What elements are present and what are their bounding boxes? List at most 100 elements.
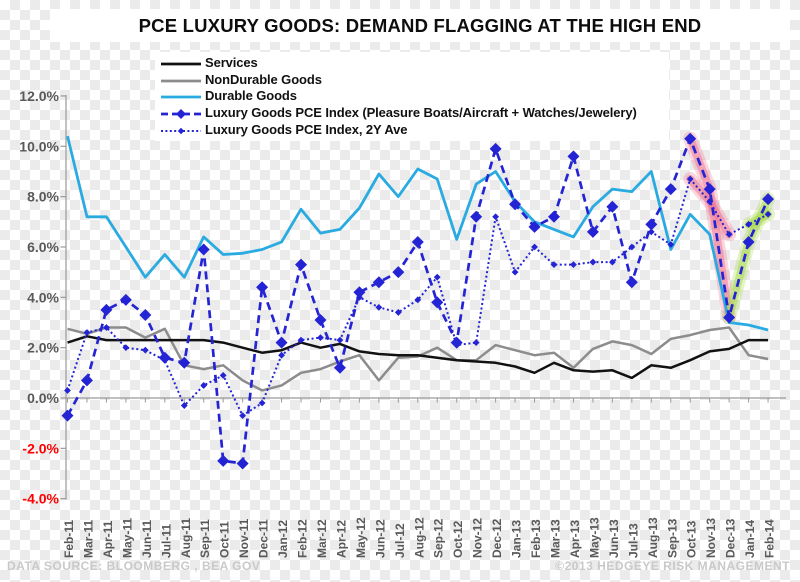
- data-point-diamond: [628, 243, 636, 251]
- x-axis-tick-label: Jun-11: [140, 520, 154, 558]
- data-point-diamond: [61, 409, 74, 422]
- chart-title: PCE LUXURY GOODS: DEMAND FLAGGING AT THE…: [138, 14, 702, 36]
- data-point-diamond: [217, 454, 230, 467]
- data-point-diamond: [586, 225, 599, 238]
- data-point-diamond: [333, 361, 346, 374]
- x-axis-tick-label: Nov-13: [704, 518, 718, 558]
- data-point-diamond: [411, 235, 424, 248]
- x-axis-tick-label: Feb-14: [763, 519, 777, 558]
- x-axis-tick-label: Feb-11: [62, 520, 76, 558]
- data-point-diamond: [375, 303, 383, 311]
- legend-item-luxury-index: Luxury Goods PCE Index (Pleasure Boats/A…: [159, 105, 669, 122]
- x-axis-tick-label: Apr-12: [334, 520, 348, 558]
- data-point-diamond: [742, 235, 755, 248]
- data-point-diamond: [528, 220, 541, 233]
- data-point-diamond: [489, 142, 502, 155]
- data-point-diamond: [394, 309, 402, 316]
- legend-label: Luxury Goods PCE Index, 2Y Ave: [205, 121, 408, 137]
- data-point-diamond: [450, 336, 463, 349]
- legend-label: Services: [205, 55, 258, 71]
- data-point-diamond: [645, 218, 658, 231]
- data-point-diamond: [158, 351, 171, 364]
- data-point-diamond: [178, 356, 191, 369]
- data-point-diamond: [723, 311, 736, 324]
- x-axis-tick-label: Sep-12: [432, 518, 446, 558]
- x-axis-tick-label: Jan-12: [276, 520, 290, 558]
- y-axis-tick-label: 6.0%: [27, 239, 59, 255]
- data-point-diamond: [511, 268, 519, 276]
- y-axis-tick-label: -4.0%: [22, 491, 59, 507]
- y-axis-tick-label: 12.0%: [19, 88, 59, 104]
- series-durable: [66, 135, 769, 332]
- data-point-diamond: [667, 241, 675, 248]
- x-axis-tick-label: May-12: [354, 517, 368, 558]
- data-point-diamond: [392, 266, 405, 279]
- legend-label: NonDurable Goods: [205, 71, 322, 87]
- x-axis-tick-label: Oct-11: [218, 521, 232, 558]
- data-point-diamond: [83, 329, 91, 336]
- services-line-swatch-icon: [159, 57, 205, 69]
- data-source-note: DATA SOURCE: BLOOMBERG , BEA GOV: [7, 559, 261, 573]
- data-point-diamond: [762, 193, 775, 206]
- data-point-diamond: [431, 296, 444, 309]
- durable-line-swatch-icon: [159, 90, 205, 102]
- x-axis-tick-label: May-13: [587, 517, 601, 558]
- data-point-diamond: [509, 198, 522, 211]
- data-point-diamond: [470, 210, 483, 223]
- data-point-diamond: [433, 273, 441, 281]
- y-axis-tick-label: 2.0%: [27, 340, 59, 356]
- x-axis-tick-label: Jul-12: [393, 523, 407, 558]
- x-axis-tick-label: Nov-12: [471, 518, 485, 558]
- y-axis-tick-label: 4.0%: [27, 289, 59, 305]
- x-axis-tick-label: Dec-11: [257, 519, 271, 558]
- data-point-diamond: [317, 334, 324, 341]
- data-point-diamond: [256, 281, 269, 294]
- data-point-diamond: [492, 213, 500, 221]
- series-luxury_2y: [64, 175, 772, 420]
- nondurable-line-swatch-icon: [159, 74, 205, 86]
- x-axis-tick-label: Mar-13: [549, 519, 563, 558]
- copyright-note: ©2013 HEDGEYE RISK MANAGEMENT: [555, 559, 790, 573]
- data-point-diamond: [647, 228, 655, 236]
- data-point-diamond: [275, 336, 288, 349]
- series-luxury: [61, 132, 775, 470]
- data-point-diamond: [745, 220, 752, 228]
- data-point-diamond: [239, 412, 247, 420]
- data-point-diamond: [119, 293, 132, 306]
- x-axis-tick-label: Nov-11: [237, 518, 251, 558]
- x-axis-tick-label: Jan-13: [510, 520, 524, 558]
- data-point-diamond: [472, 339, 480, 347]
- x-axis-tick-label: Apr-11: [101, 520, 115, 558]
- data-point-diamond: [336, 336, 344, 344]
- legend-item-durable-goods: Durable Goods: [159, 88, 669, 105]
- data-point-diamond: [103, 324, 110, 331]
- x-axis-tick-label: Jul-11: [159, 524, 173, 558]
- data-point-diamond: [589, 258, 597, 266]
- luxury-dashed-swatch-icon: [159, 107, 205, 120]
- x-axis-tick-label: Apr-13: [568, 520, 582, 558]
- data-point-diamond: [686, 175, 694, 183]
- y-axis-tick-label: 10.0%: [19, 138, 59, 154]
- data-point-diamond: [606, 200, 619, 213]
- x-axis-tick-label: Aug-12: [412, 517, 426, 558]
- x-axis-tick-label: Sep-11: [198, 519, 212, 558]
- data-point-diamond: [100, 303, 113, 316]
- y-axis-tick-label: 0.0%: [27, 390, 59, 406]
- x-axis-tick-label: Jun-13: [607, 519, 621, 558]
- data-point-diamond: [570, 261, 577, 268]
- data-point-diamond: [567, 150, 580, 163]
- data-point-diamond: [625, 276, 638, 289]
- data-point-diamond: [684, 132, 697, 145]
- x-axis-tick-label: Sep-13: [665, 518, 679, 558]
- data-point-diamond: [414, 296, 422, 304]
- data-point-diamond: [764, 210, 772, 218]
- data-point-diamond: [139, 308, 152, 321]
- data-point-diamond: [531, 243, 538, 251]
- data-point-diamond: [353, 286, 366, 299]
- data-point-diamond: [122, 344, 130, 352]
- data-point-diamond: [703, 183, 716, 196]
- data-point-diamond: [372, 276, 385, 289]
- data-point-diamond: [141, 346, 149, 354]
- y-axis-tick-label: 8.0%: [27, 189, 59, 205]
